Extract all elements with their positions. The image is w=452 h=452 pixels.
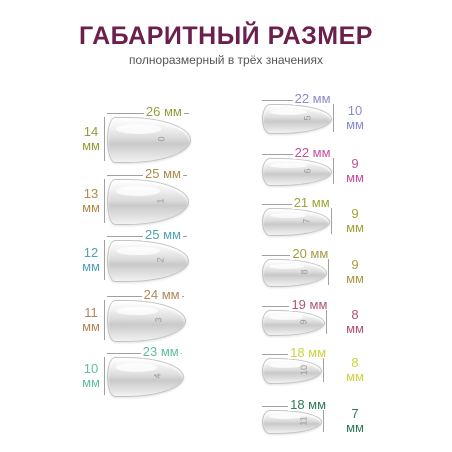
- nail-number: 3: [153, 317, 164, 323]
- width-label: 9 мм: [342, 258, 368, 285]
- nail-tip: 7: [262, 208, 330, 236]
- width-guide-line: [323, 410, 324, 432]
- width-unit: мм: [82, 258, 100, 274]
- width-unit: мм: [346, 219, 364, 235]
- width-value: 9: [351, 156, 359, 171]
- width-guide-line: [333, 104, 334, 132]
- width-value: 11: [84, 305, 98, 320]
- width-label: 9 мм: [342, 157, 368, 184]
- width-label: 8 мм: [342, 308, 368, 335]
- width-label: 10 мм: [342, 104, 368, 131]
- nail-number: 7: [301, 218, 312, 224]
- width-guide-line: [323, 358, 324, 382]
- width-value: 13: [83, 186, 99, 201]
- width-unit: мм: [346, 368, 364, 384]
- nail-tip: 2: [107, 240, 189, 282]
- nail-number: 6: [302, 168, 313, 174]
- nail-number: 8: [299, 269, 310, 275]
- width-guide-line: [104, 240, 105, 280]
- width-label: 7 мм: [342, 407, 368, 434]
- nail-tip: 8: [262, 259, 327, 287]
- width-unit: мм: [346, 419, 364, 435]
- width-label: 8 мм: [342, 356, 368, 383]
- width-guide-line: [104, 357, 105, 395]
- width-unit: мм: [346, 320, 364, 336]
- nail-tip: 5: [262, 104, 332, 134]
- nail-number: 0: [156, 136, 167, 142]
- nail-tip: 4: [107, 357, 184, 397]
- width-label: 9 мм: [342, 207, 368, 234]
- width-guide-line: [104, 179, 105, 223]
- width-label: 10 мм: [78, 362, 104, 389]
- width-unit: мм: [82, 199, 100, 215]
- width-label: 12 мм: [78, 246, 104, 273]
- page-subtitle: полноразмерный в трёх значениях: [129, 53, 323, 67]
- nail-number: 4: [152, 373, 163, 379]
- length-label: 21 мм: [291, 195, 332, 210]
- width-value: 9: [351, 257, 359, 272]
- width-label: 11 мм: [78, 306, 104, 333]
- width-guide-line: [104, 117, 105, 161]
- width-value: 14: [83, 124, 99, 139]
- page-title: ГАБАРИТНЫЙ РАЗМЕР: [79, 22, 373, 50]
- width-value: 10: [83, 361, 99, 376]
- width-guide-line: [333, 158, 334, 184]
- nail-tip: 6: [262, 158, 332, 186]
- width-unit: мм: [346, 116, 364, 132]
- width-value: 8: [351, 307, 359, 322]
- nail-tip: 1: [107, 179, 189, 225]
- width-value: 10: [347, 103, 363, 118]
- nail-tip: 9: [262, 310, 325, 336]
- nail-number: 2: [155, 257, 166, 263]
- length-label: 24 мм: [141, 287, 182, 302]
- width-value: 9: [351, 206, 359, 221]
- length-label: 18 мм: [288, 345, 329, 360]
- width-guide-line: [331, 208, 332, 234]
- length-label: 22 мм: [292, 91, 333, 106]
- nail-number: 10: [298, 364, 309, 376]
- length-label: 19 мм: [289, 297, 330, 312]
- width-value: 7: [351, 406, 359, 421]
- width-unit: мм: [82, 374, 100, 390]
- width-guide-line: [328, 259, 329, 285]
- nail-number: 11: [298, 416, 309, 426]
- width-unit: мм: [346, 169, 364, 185]
- width-unit: мм: [346, 270, 364, 286]
- length-label: 18 мм: [288, 397, 329, 412]
- nail-number: 9: [298, 319, 309, 325]
- nail-tip: 3: [107, 300, 186, 342]
- width-guide-line: [104, 300, 105, 340]
- length-label: 25 мм: [143, 166, 183, 181]
- nail-number: 1: [155, 198, 166, 204]
- length-label: 26 мм: [143, 104, 184, 119]
- width-unit: мм: [82, 318, 100, 334]
- nail-number: 5: [302, 115, 313, 121]
- width-unit: мм: [82, 137, 100, 153]
- width-guide-line: [326, 310, 327, 334]
- length-label: 22 мм: [292, 145, 333, 160]
- width-value: 12: [83, 245, 99, 260]
- nail-tip: 0: [107, 117, 191, 163]
- width-label: 13 мм: [78, 187, 104, 214]
- width-value: 8: [351, 355, 359, 370]
- width-label: 14 мм: [78, 125, 104, 152]
- length-label: 23 мм: [140, 344, 181, 359]
- nail-tip: 10: [262, 358, 322, 384]
- length-label: 25 мм: [143, 227, 183, 242]
- length-label: 20 мм: [290, 246, 331, 261]
- nail-tip: 11: [262, 410, 322, 434]
